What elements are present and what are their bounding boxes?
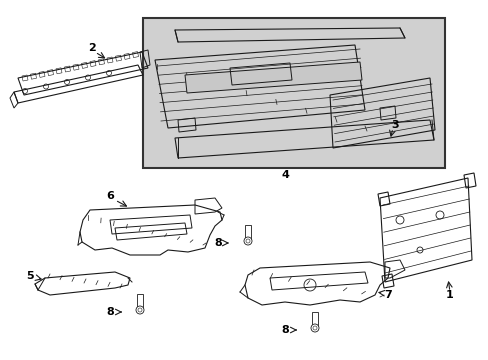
Text: 6: 6 [106, 191, 114, 201]
Text: 8: 8 [106, 307, 114, 317]
Bar [137, 294, 142, 308]
Text: 4: 4 [281, 170, 288, 180]
Bar [244, 225, 250, 239]
Text: 5: 5 [26, 271, 34, 281]
Text: 1: 1 [445, 290, 453, 300]
Text: 2: 2 [88, 43, 96, 53]
Circle shape [310, 324, 318, 332]
Text: 3: 3 [390, 120, 398, 130]
Circle shape [244, 237, 251, 245]
Polygon shape [184, 62, 361, 93]
Text: 8: 8 [214, 238, 222, 248]
Bar [142, 18, 444, 168]
Text: 8: 8 [281, 325, 288, 335]
Circle shape [245, 239, 249, 243]
Circle shape [312, 326, 316, 330]
Circle shape [138, 308, 142, 312]
Bar [311, 312, 317, 326]
Circle shape [136, 306, 143, 314]
Text: 7: 7 [384, 290, 391, 300]
